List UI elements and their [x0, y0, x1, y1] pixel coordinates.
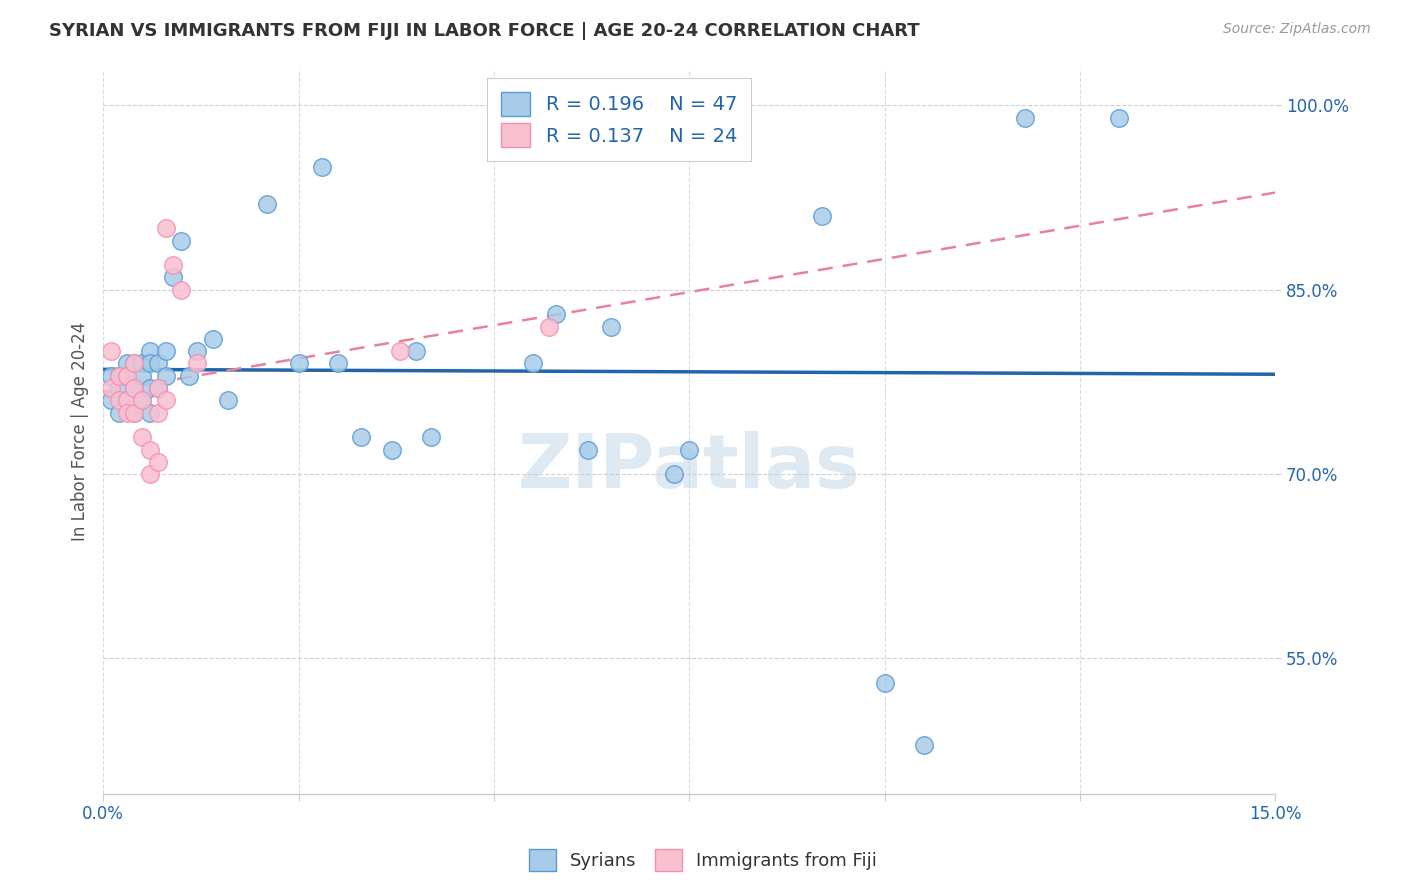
Point [537, 319, 560, 334]
Point [576, 442, 599, 457]
Point [389, 344, 412, 359]
Point [256, 196, 278, 211]
Point [326, 357, 349, 371]
Point [107, 368, 129, 383]
Point [115, 393, 138, 408]
Point [115, 406, 138, 420]
Point [381, 442, 404, 457]
Point [100, 381, 122, 395]
Point [811, 209, 834, 223]
Point [155, 393, 177, 408]
Point [146, 381, 169, 395]
Text: ZIPatlas: ZIPatlas [517, 431, 860, 504]
Point [146, 406, 169, 420]
Point [100, 368, 122, 383]
Point [1014, 111, 1036, 125]
Point [177, 368, 200, 383]
Point [115, 368, 138, 383]
Point [131, 393, 153, 408]
Point [546, 307, 568, 321]
Legend: R = 0.196    N = 47, R = 0.137    N = 24: R = 0.196 N = 47, R = 0.137 N = 24 [488, 78, 751, 161]
Point [350, 430, 373, 444]
Point [124, 381, 146, 395]
Point [124, 357, 146, 371]
Point [678, 442, 700, 457]
Point [115, 357, 138, 371]
Legend: Syrians, Immigrants from Fiji: Syrians, Immigrants from Fiji [522, 842, 884, 879]
Point [405, 344, 427, 359]
Point [155, 368, 177, 383]
Text: Source: ZipAtlas.com: Source: ZipAtlas.com [1223, 22, 1371, 37]
Point [107, 406, 129, 420]
Point [131, 357, 153, 371]
Point [131, 430, 153, 444]
Point [146, 357, 169, 371]
Point [115, 393, 138, 408]
Point [100, 393, 122, 408]
Text: SYRIAN VS IMMIGRANTS FROM FIJI IN LABOR FORCE | AGE 20-24 CORRELATION CHART: SYRIAN VS IMMIGRANTS FROM FIJI IN LABOR … [49, 22, 920, 40]
Point [162, 270, 184, 285]
Point [912, 738, 935, 752]
Point [186, 344, 208, 359]
Y-axis label: In Labor Force | Age 20-24: In Labor Force | Age 20-24 [72, 321, 89, 541]
Point [124, 406, 146, 420]
Point [146, 381, 169, 395]
Point [170, 283, 193, 297]
Point [139, 357, 162, 371]
Point [107, 368, 129, 383]
Point [217, 393, 239, 408]
Point [1108, 111, 1130, 125]
Point [139, 406, 162, 420]
Point [201, 332, 224, 346]
Point [139, 381, 162, 395]
Point [131, 393, 153, 408]
Point [124, 406, 146, 420]
Point [155, 221, 177, 235]
Point [420, 430, 443, 444]
Point [287, 357, 309, 371]
Point [662, 467, 685, 482]
Point [170, 234, 193, 248]
Point [186, 357, 208, 371]
Point [139, 344, 162, 359]
Point [139, 442, 162, 457]
Point [131, 368, 153, 383]
Point [115, 368, 138, 383]
Point [522, 357, 544, 371]
Point [107, 381, 129, 395]
Point [124, 381, 146, 395]
Point [146, 455, 169, 469]
Point [124, 357, 146, 371]
Point [600, 319, 623, 334]
Point [139, 467, 162, 482]
Point [162, 258, 184, 272]
Point [873, 676, 896, 690]
Point [155, 344, 177, 359]
Point [311, 160, 333, 174]
Point [100, 344, 122, 359]
Point [107, 393, 129, 408]
